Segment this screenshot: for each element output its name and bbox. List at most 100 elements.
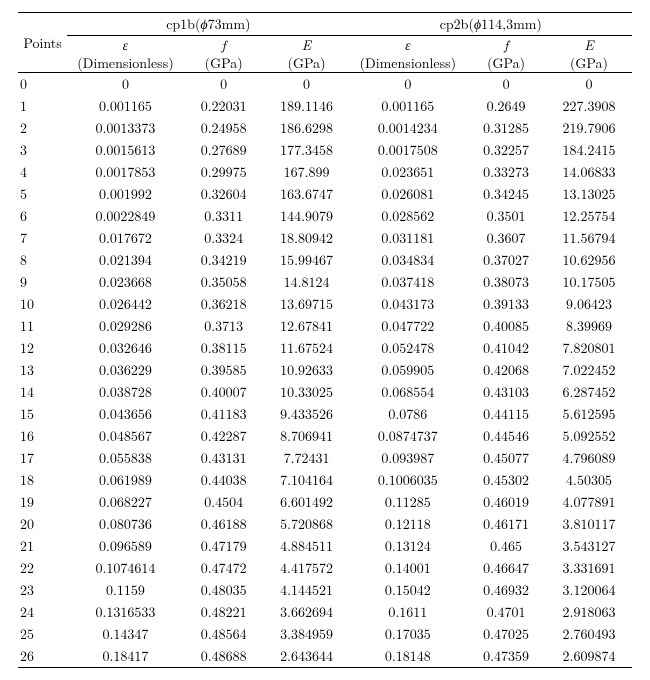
cell: 26 (18, 645, 67, 668)
table-row: 240.13165330.482213.6626940.16110.47012.… (18, 601, 632, 623)
cell: 0.41183 (184, 403, 264, 425)
table-row: 160.0485670.422878.7069410.08747370.4454… (18, 425, 632, 447)
cell: 14.06833 (546, 161, 632, 183)
cell: 7 (18, 227, 67, 249)
table-row: 140.0387280.4000710.330250.0685540.43103… (18, 381, 632, 403)
cell: 0.028562 (350, 205, 467, 227)
table-row: 120.0326460.3811511.675240.0524780.41042… (18, 337, 632, 359)
cell: 0.32257 (466, 139, 546, 161)
cell: 0.43131 (184, 447, 264, 469)
cell: 0.13124 (350, 535, 467, 557)
cell: 0.043656 (67, 403, 184, 425)
cell: 0.1074614 (67, 557, 184, 579)
cell: 25 (18, 623, 67, 645)
cell: 0.043173 (350, 293, 467, 315)
table-row: 230.11590.480354.1445210.150420.469323.1… (18, 579, 632, 601)
cell: 12.25754 (546, 205, 632, 227)
cell: 0.18417 (67, 645, 184, 668)
cell: 0.11285 (350, 491, 467, 513)
cell: 10.92633 (264, 359, 350, 381)
cell: 0.3607 (466, 227, 546, 249)
cell: 0 (466, 73, 546, 96)
cell: 0.3324 (184, 227, 264, 249)
cell: 0.029286 (67, 315, 184, 337)
cell: 9.433526 (264, 403, 350, 425)
cell: 2.760493 (546, 623, 632, 645)
g1-eps-header: ε (67, 36, 184, 55)
cell: 4.50305 (546, 469, 632, 491)
cell: 0.068227 (67, 491, 184, 513)
cell: 0.001165 (67, 95, 184, 117)
cell: 9 (18, 271, 67, 293)
cell: 0.48221 (184, 601, 264, 623)
cell: 0.059905 (350, 359, 467, 381)
cell: 0.0786 (350, 403, 467, 425)
cell: 0.048567 (67, 425, 184, 447)
cell: 0.1159 (67, 579, 184, 601)
cell: 10.33025 (264, 381, 350, 403)
cell: 3.331691 (546, 557, 632, 579)
cell: 2.918063 (546, 601, 632, 623)
table-row: 90.0236680.3505814.81240.0374180.3807310… (18, 271, 632, 293)
cell: 16 (18, 425, 67, 447)
cell: 0.465 (466, 535, 546, 557)
cell: 10.17505 (546, 271, 632, 293)
g1-E-unit: (GPa) (264, 54, 350, 73)
cell: 9.06423 (546, 293, 632, 315)
cell: 0.38073 (466, 271, 546, 293)
table-row: 250.143470.485643.3849590.170350.470252.… (18, 623, 632, 645)
cell: 0.034834 (350, 249, 467, 271)
g2-f-unit: (GPa) (466, 54, 546, 73)
table-row: 150.0436560.411839.4335260.07860.441155.… (18, 403, 632, 425)
cell: 0.45077 (466, 447, 546, 469)
cell: 7.022452 (546, 359, 632, 381)
cell: 18.80942 (264, 227, 350, 249)
cell: 5.092552 (546, 425, 632, 447)
cell: 5.720868 (264, 513, 350, 535)
g1-f-unit: (GPa) (184, 54, 264, 73)
cell: 189.1146 (264, 95, 350, 117)
cell: 0.36218 (184, 293, 264, 315)
cell: 23 (18, 579, 67, 601)
cell: 19 (18, 491, 67, 513)
table-row: 60.00228490.3311144.90790.0285620.350112… (18, 205, 632, 227)
cell: 5 (18, 183, 67, 205)
cell: 13.13025 (546, 183, 632, 205)
table-row: 110.0292860.371312.678410.0477220.400858… (18, 315, 632, 337)
cell: 0.026081 (350, 183, 467, 205)
cell: 4.144521 (264, 579, 350, 601)
group2-prefix: cp2b( (440, 14, 474, 34)
cell: 0.001165 (350, 95, 467, 117)
cell: 21 (18, 535, 67, 557)
table-row: 170.0558380.431317.724310.0939870.450774… (18, 447, 632, 469)
cell: 0.40085 (466, 315, 546, 337)
table-row: 260.184170.486882.6436440.181480.473592.… (18, 645, 632, 668)
cell: 0.47179 (184, 535, 264, 557)
cell: 0.47359 (466, 645, 546, 668)
cell: 0.27689 (184, 139, 264, 161)
cell: 219.7906 (546, 117, 632, 139)
cell: 0.032646 (67, 337, 184, 359)
cell: 0.40007 (184, 381, 264, 403)
data-table: Points cp1b(ϕ73mm) cp2b(ϕ114,3mm) ε f E … (18, 12, 632, 668)
g1-f-header: f (184, 36, 264, 55)
cell: 0.47472 (184, 557, 264, 579)
cell: 0.32604 (184, 183, 264, 205)
cell: 0.061989 (67, 469, 184, 491)
cell: 3.120064 (546, 579, 632, 601)
cell: 12 (18, 337, 67, 359)
cell: 0.0017853 (67, 161, 184, 183)
cell: 6.287452 (546, 381, 632, 403)
cell: 0.080736 (67, 513, 184, 535)
table-row: 10.0011650.22031189.11460.0011650.264922… (18, 95, 632, 117)
cell: 0.023651 (350, 161, 467, 183)
cell: 0.021394 (67, 249, 184, 271)
cell: 0.1006035 (350, 469, 467, 491)
cell: 163.6747 (264, 183, 350, 205)
cell: 227.3908 (546, 95, 632, 117)
group2-diam: 114,3mm) (481, 14, 542, 34)
table-row: 70.0176720.332418.809420.0311810.360711.… (18, 227, 632, 249)
table-body: 000000010.0011650.22031189.11460.0011650… (18, 73, 632, 668)
cell: 0.34245 (466, 183, 546, 205)
cell: 0.1316533 (67, 601, 184, 623)
